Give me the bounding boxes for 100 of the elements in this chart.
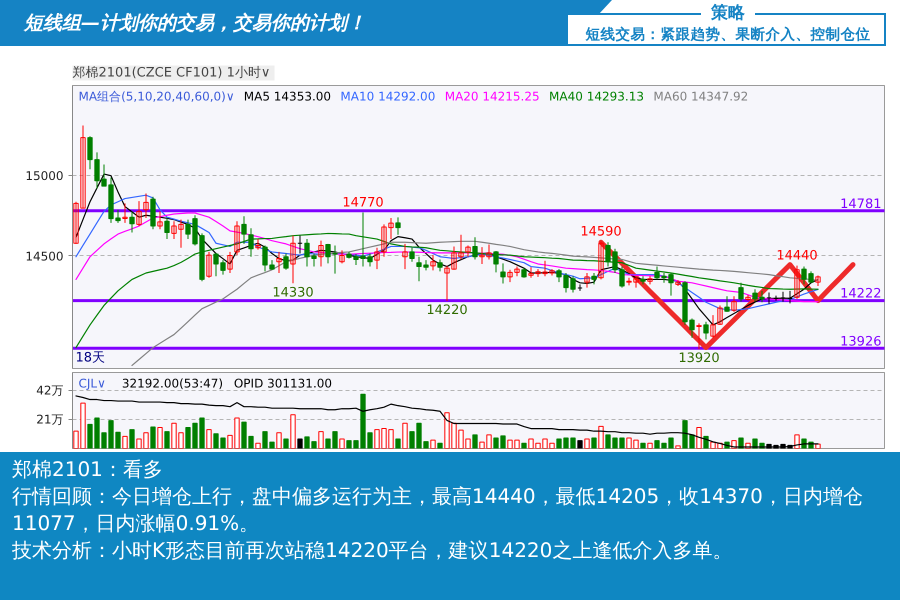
candlestick	[458, 234, 464, 260]
text: 技术分析：小时K形态目前再次站稳14220平台，建议14220之上逢低介入多单。	[12, 537, 734, 564]
bar	[213, 433, 219, 448]
bar	[395, 438, 401, 448]
candlestick	[339, 250, 345, 264]
text: 郑棉2101：看多	[12, 456, 164, 483]
candlestick	[395, 216, 401, 236]
candlestick	[563, 272, 569, 293]
bar	[297, 438, 303, 448]
bar	[101, 432, 107, 448]
text: MA40 14293.13	[549, 89, 644, 104]
text: 短线组—计划你的交易，交易你的计划！	[24, 11, 366, 36]
bar	[563, 438, 569, 448]
bar	[360, 394, 366, 448]
candlestick	[269, 260, 275, 270]
candlestick	[696, 322, 702, 350]
candlestick	[255, 238, 261, 250]
y-tick-label: 15000	[25, 169, 64, 184]
candlestick	[486, 244, 492, 260]
candlestick	[262, 244, 268, 272]
candlestick	[115, 209, 121, 224]
text: MA60 14347.92	[653, 89, 748, 104]
candlestick	[332, 244, 338, 274]
annotation: 32192.00(53:47)	[122, 376, 224, 390]
bar	[619, 438, 625, 448]
annotation: 14590	[580, 224, 622, 240]
legend-title: CJL∨	[78, 376, 106, 390]
candlestick	[794, 265, 800, 300]
candlestick	[416, 256, 422, 282]
candlestick	[500, 262, 506, 284]
candlestick	[283, 253, 289, 270]
candlestick	[444, 265, 450, 302]
text: MA10 14292.00	[340, 89, 436, 104]
candlestick	[206, 251, 212, 278]
candlestick	[374, 247, 380, 270]
candlestick	[801, 266, 807, 285]
y-tick-label: 14500	[25, 249, 64, 264]
candlestick	[703, 321, 709, 340]
bar	[416, 422, 422, 448]
bar	[87, 424, 93, 448]
bar	[423, 441, 429, 448]
bar	[304, 436, 310, 448]
candlestick	[94, 152, 100, 190]
bar	[311, 441, 317, 448]
candlestick	[465, 244, 471, 258]
candlestick	[619, 266, 625, 288]
candlestick	[171, 220, 177, 240]
bar	[108, 420, 114, 448]
candlestick	[213, 252, 219, 277]
annotation: 14220	[426, 302, 468, 318]
bar	[115, 432, 121, 448]
candlestick	[122, 202, 128, 224]
candlestick	[311, 253, 317, 268]
candlestick	[388, 217, 394, 240]
bar	[493, 438, 499, 448]
bar	[591, 438, 597, 448]
candlestick	[661, 272, 667, 284]
text: 策略	[701, 3, 755, 23]
bar	[661, 442, 667, 448]
series-label: OPID 301131.00	[234, 376, 332, 390]
ref-line-label: 14781	[840, 196, 882, 212]
candlestick	[220, 260, 226, 276]
bar	[269, 442, 275, 448]
candlestick	[605, 242, 611, 268]
bar	[241, 422, 247, 448]
bar	[472, 434, 478, 448]
chart-title: 郑棉2101(CZCE CF101) 1小时∨	[72, 66, 270, 80]
candlestick	[423, 260, 429, 271]
candlestick	[325, 243, 331, 264]
candlestick	[493, 250, 499, 273]
candlestick	[472, 236, 478, 260]
line-series	[75, 212, 819, 302]
candlestick	[101, 164, 107, 187]
candlestick	[409, 247, 415, 262]
bar	[192, 422, 198, 448]
bar	[325, 438, 331, 448]
candlestick	[759, 290, 765, 303]
candlestick	[143, 193, 149, 218]
candlestick	[451, 246, 457, 270]
bar	[640, 442, 646, 448]
candlestick	[234, 220, 240, 256]
bar	[262, 431, 268, 448]
candlestick	[570, 276, 576, 293]
bar	[612, 438, 618, 448]
candlestick	[381, 224, 387, 258]
candlestick	[528, 266, 534, 278]
candlestick	[479, 246, 485, 264]
bar	[577, 440, 583, 448]
bar	[94, 417, 100, 448]
candlestick	[542, 260, 548, 277]
candlestick	[402, 243, 408, 270]
candlestick	[633, 276, 639, 288]
text: 短线交易：紧跟趋势、果断介入、控制仓位	[584, 25, 872, 45]
bar	[605, 434, 611, 448]
candlestick	[521, 268, 527, 278]
candlestick	[157, 210, 163, 230]
candlestick	[514, 266, 520, 277]
y-tick-label: 21万	[36, 412, 64, 426]
candlestick	[584, 272, 590, 288]
bar	[199, 417, 205, 448]
